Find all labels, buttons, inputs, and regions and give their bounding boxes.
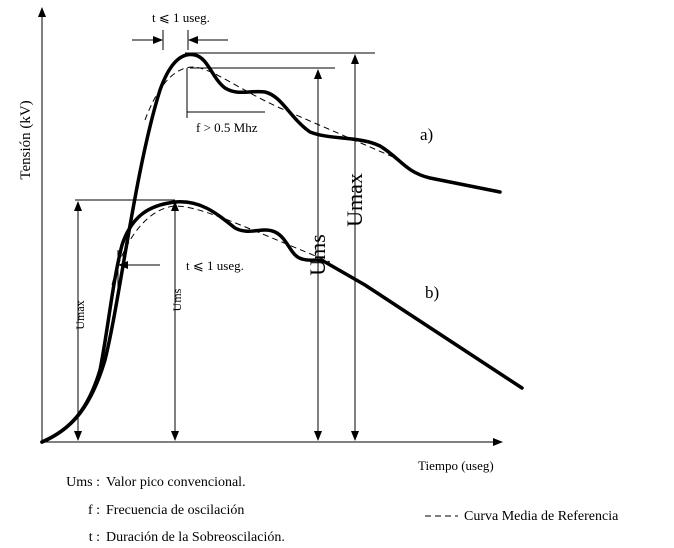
legend-symbol: t : xyxy=(89,530,100,545)
legend-text: Duración de la Sobreoscilación. xyxy=(106,530,285,545)
x-axis-label: Tiempo (useg) xyxy=(418,458,494,473)
mean-curve xyxy=(144,66,401,161)
legend-text: Frecuencia de oscilación xyxy=(106,503,244,518)
curve xyxy=(40,52,502,444)
t-label: t ⩽ 1 useg. xyxy=(186,258,244,273)
legend-symbol: Ums : xyxy=(66,475,100,490)
umax-label: Umax xyxy=(342,173,367,227)
legend-text: Curva Media de Referencia xyxy=(464,509,619,524)
curve xyxy=(40,200,524,444)
curve-a: a) xyxy=(40,52,502,444)
y-axis-label: Tensión (kV) xyxy=(18,100,34,179)
axes: Tensión (kV) Tiempo (useg) xyxy=(18,7,503,473)
legend-text: Valor pico convencional. xyxy=(106,475,246,490)
ums-label: Ums xyxy=(170,288,184,311)
dimensions: Umax Ums t ⩽ 1 useg. f > 0.5 Mhz Umax Um… xyxy=(73,10,375,441)
curve-label: b) xyxy=(425,283,439,302)
curve-label: a) xyxy=(420,125,433,144)
umax-label: Umax xyxy=(73,300,87,329)
t-label: t ⩽ 1 useg. xyxy=(152,10,210,25)
curve-b: b) xyxy=(40,200,524,444)
f-label: f > 0.5 Mhz xyxy=(196,120,258,135)
legend-symbol: f : xyxy=(88,503,100,518)
legend: Ums : Valor pico convencional. f : Frecu… xyxy=(66,475,619,545)
ums-label: Ums xyxy=(305,234,330,276)
mean-curve xyxy=(111,205,331,286)
